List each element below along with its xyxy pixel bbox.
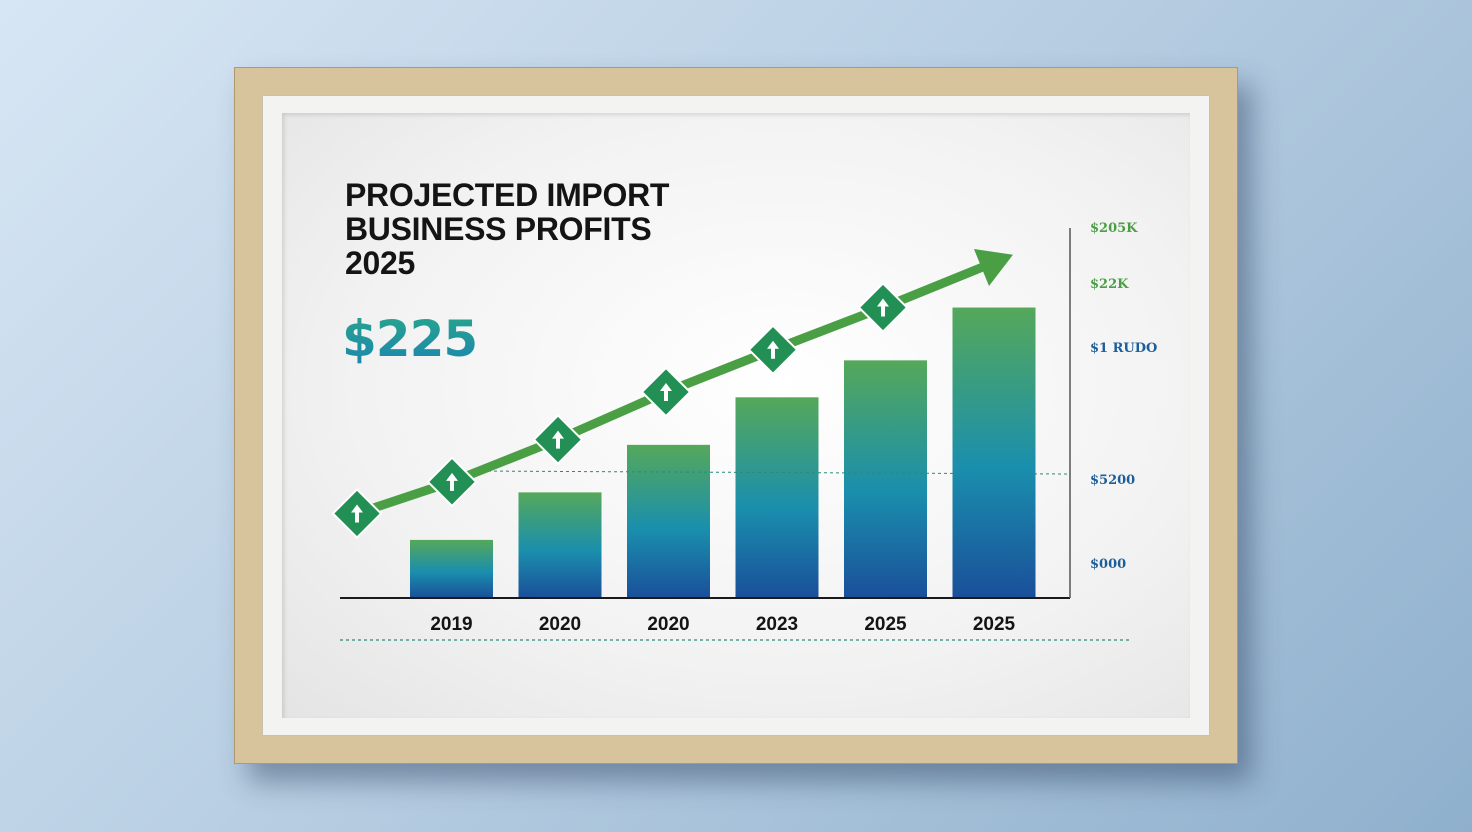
x-tick-label: 2025 [864, 614, 907, 635]
up-arrow-icon [351, 504, 363, 523]
chart-title: PROJECTED IMPORT BUSINESS PROFITS 2025 [345, 178, 725, 280]
y-tick-label: $000 [1090, 557, 1126, 572]
bar-3 [735, 397, 819, 598]
x-tick-label: 2020 [539, 614, 581, 635]
headline-value: $225 [342, 310, 478, 368]
trend-marker-3 [640, 366, 692, 418]
trend-marker-4 [747, 324, 799, 376]
y-tick-label: $205K [1090, 221, 1138, 236]
trend-marker-0 [331, 488, 383, 539]
trend-marker-5 [857, 282, 909, 333]
chart-title-line-2: BUSINESS PROFITS [345, 211, 652, 247]
bar-5 [952, 307, 1036, 598]
bar-1 [518, 492, 602, 598]
chart-title-line-1: PROJECTED IMPORT [345, 177, 670, 213]
up-arrow-icon [552, 430, 564, 449]
up-arrow-icon [767, 340, 779, 359]
bar-4 [844, 360, 927, 598]
x-tick-label: 2019 [430, 614, 472, 635]
up-arrow-icon [446, 472, 458, 491]
bar-2 [627, 444, 710, 598]
x-tick-label: 2025 [973, 614, 1016, 635]
up-arrow-icon [877, 298, 889, 317]
y-tick-label: $22K [1090, 277, 1129, 292]
x-tick-label: 2020 [647, 614, 689, 635]
trend-marker-2 [532, 414, 584, 466]
bar-0 [410, 539, 493, 598]
trend-arrowhead [973, 248, 1013, 287]
up-arrow-icon [660, 383, 672, 402]
chart-title-line-3: 2025 [345, 245, 415, 281]
y-tick-label: $5200 [1090, 473, 1135, 488]
y-tick-label: $1 RUDO [1090, 341, 1157, 356]
x-tick-label: 2023 [756, 614, 798, 635]
reference-line [469, 470, 1071, 475]
trend-marker-1 [426, 456, 478, 508]
